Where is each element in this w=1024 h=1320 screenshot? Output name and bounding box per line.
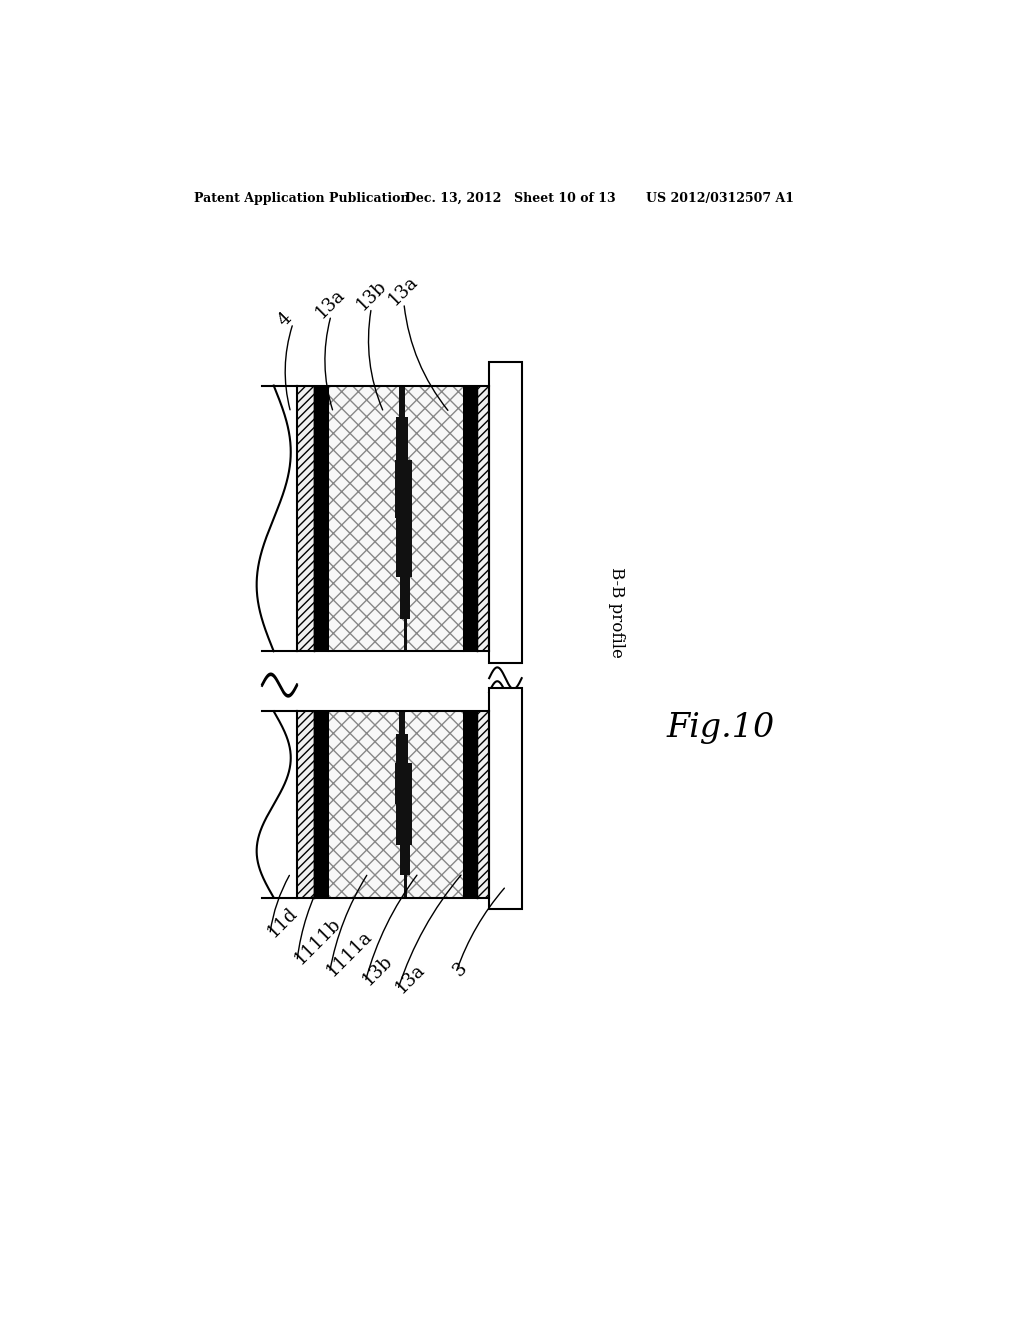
Bar: [403, 875, 408, 898]
Bar: [396, 519, 412, 577]
Bar: [297, 385, 489, 651]
Text: 1111b: 1111b: [291, 915, 344, 968]
Text: US 2012/0312507 A1: US 2012/0312507 A1: [646, 191, 794, 205]
Bar: [477, 385, 489, 651]
Bar: [489, 363, 521, 663]
Bar: [399, 845, 410, 875]
Text: 11d: 11d: [263, 904, 301, 941]
Bar: [328, 385, 463, 651]
Bar: [328, 711, 463, 898]
Bar: [399, 385, 404, 417]
Bar: [477, 711, 489, 898]
Bar: [463, 385, 477, 651]
Bar: [477, 385, 489, 651]
Bar: [489, 688, 521, 909]
Text: Dec. 13, 2012: Dec. 13, 2012: [406, 191, 502, 205]
Bar: [463, 711, 477, 898]
Bar: [314, 711, 328, 898]
Bar: [403, 619, 408, 651]
Text: 13a: 13a: [391, 960, 428, 997]
Bar: [328, 711, 463, 898]
Text: 13b: 13b: [359, 952, 396, 989]
Text: 13a: 13a: [312, 285, 349, 322]
Bar: [328, 385, 463, 651]
Bar: [297, 711, 314, 898]
Bar: [297, 385, 314, 651]
Bar: [297, 711, 314, 898]
Text: Fig.10: Fig.10: [667, 713, 775, 744]
Text: 1111a: 1111a: [324, 927, 376, 979]
Bar: [399, 711, 404, 734]
Bar: [399, 577, 410, 619]
Bar: [314, 385, 328, 651]
Text: 4: 4: [274, 309, 295, 330]
Bar: [297, 711, 489, 898]
Bar: [396, 734, 409, 763]
Text: 3: 3: [450, 958, 470, 979]
Text: 13b: 13b: [352, 277, 389, 314]
Bar: [396, 804, 412, 845]
Text: Patent Application Publication: Patent Application Publication: [194, 191, 410, 205]
Bar: [297, 385, 314, 651]
Text: B-B profile: B-B profile: [608, 568, 625, 659]
Bar: [477, 711, 489, 898]
Bar: [394, 763, 412, 804]
Bar: [396, 417, 409, 459]
Text: Sheet 10 of 13: Sheet 10 of 13: [514, 191, 615, 205]
Bar: [394, 459, 412, 519]
Text: 13a: 13a: [385, 273, 422, 309]
